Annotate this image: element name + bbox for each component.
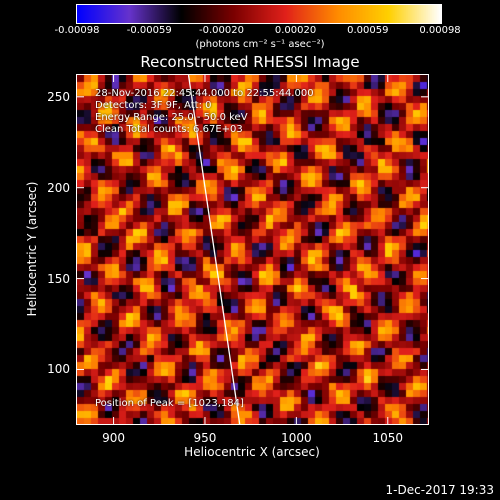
annotation-detectors: Detectors: 3F 9F, Att: 0: [95, 100, 212, 111]
x-axis-label: Heliocentric X (arcsec): [184, 445, 320, 459]
colorbar-tick-label: 0.00059: [347, 25, 389, 36]
y-tick-label: 200: [47, 180, 70, 195]
colorbar-tick-label: -0.00098: [54, 25, 100, 36]
footer-timestamp: 1-Dec-2017 19:33: [385, 483, 494, 497]
y-axis-label: Heliocentric Y (arcsec): [25, 181, 39, 317]
plot-title: Reconstructed RHESSI Image: [140, 53, 360, 71]
y-tick-label: 100: [47, 362, 70, 377]
annotation-energy-range: Energy Range: 25.0 - 50.0 keV: [95, 112, 248, 123]
y-tick-label: 150: [47, 271, 70, 286]
x-tick-label: 900: [102, 431, 126, 445]
colorbar-tick-label: -0.00059: [126, 25, 172, 36]
colorbar-tick-label: -0.00020: [198, 25, 244, 36]
y-tick-label: 250: [47, 89, 70, 104]
colorbar-tick-label: 0.00020: [274, 25, 317, 36]
x-tick-label: 1050: [372, 431, 404, 445]
colorbar: [76, 4, 442, 24]
x-tick-label: 950: [193, 431, 217, 445]
colorbar-tick-label: 0.00098: [419, 25, 461, 36]
overlay-layer: [187, 75, 241, 424]
image-plot-area: 28-Nov-2016 22:45:44.000 to 22:55:44.000…: [76, 74, 429, 425]
x-tick-label: 1000: [281, 431, 312, 445]
annotation-algorithm: Clean Total counts: 6.67E+03: [95, 124, 243, 135]
colorbar-unit-label: (photons cm⁻² s⁻¹ asec⁻²): [195, 39, 325, 50]
xray-image-map: [77, 75, 428, 424]
annotation-peak-position: Position of Peak = [1023,184]: [95, 398, 244, 409]
annotation-time-range: 28-Nov-2016 22:45:44.000 to 22:55:44.000: [95, 88, 314, 99]
solar-limb-line: [187, 75, 241, 424]
